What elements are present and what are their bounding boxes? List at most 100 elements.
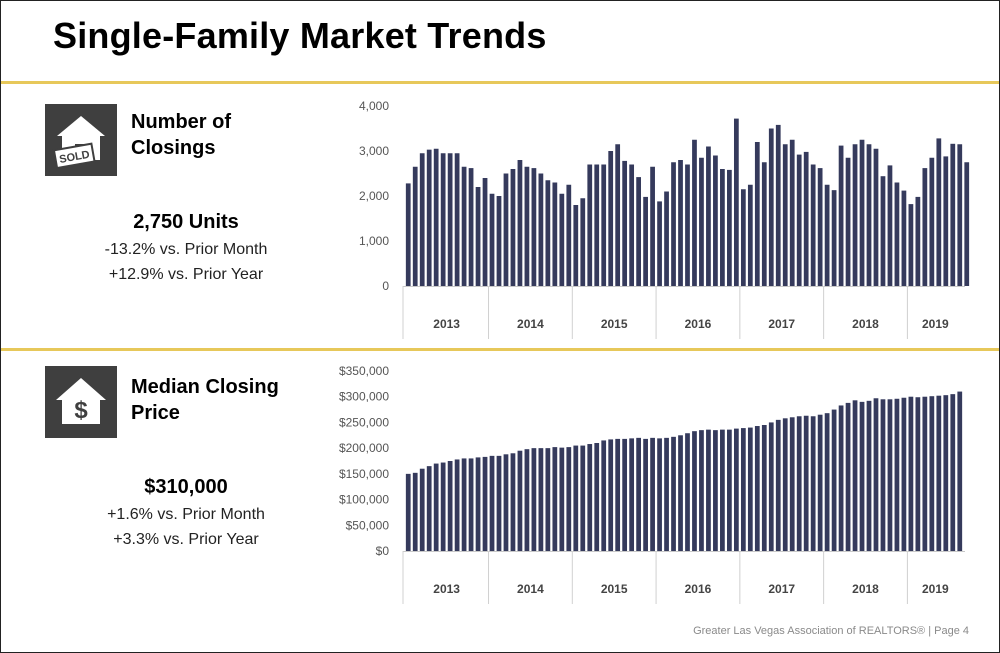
bar xyxy=(880,399,886,551)
bar xyxy=(524,449,530,551)
footer: Greater Las Vegas Association of REALTOR… xyxy=(693,625,969,637)
bar xyxy=(566,447,572,551)
bar xyxy=(733,118,739,286)
bar xyxy=(503,173,509,286)
bar xyxy=(859,139,865,286)
x-tick-label: 2019 xyxy=(922,582,949,596)
bar xyxy=(866,144,872,286)
bar xyxy=(950,143,956,286)
price-year-change: +3.3% vs. Prior Year xyxy=(113,531,259,548)
x-tick-label: 2016 xyxy=(685,582,712,596)
bar xyxy=(615,144,621,286)
bar xyxy=(789,417,795,551)
bar xyxy=(796,154,802,286)
closings-year-change: +12.9% vs. Prior Year xyxy=(108,266,264,283)
bar xyxy=(908,396,914,551)
bar xyxy=(747,427,753,551)
bar xyxy=(873,148,879,286)
bar xyxy=(929,396,935,551)
bar xyxy=(664,191,669,286)
x-tick-label: 2018 xyxy=(852,317,879,331)
price-title: Median Closing Price xyxy=(131,374,279,426)
bar xyxy=(824,184,830,286)
bar xyxy=(657,201,662,286)
bar xyxy=(775,124,781,287)
bar xyxy=(922,168,928,286)
x-tick-label: 2016 xyxy=(685,317,712,331)
bar xyxy=(699,157,704,286)
bar xyxy=(594,164,600,286)
x-tick-label: 2014 xyxy=(517,317,544,331)
bar xyxy=(552,182,558,286)
bar xyxy=(796,416,802,551)
bar xyxy=(580,198,586,286)
bar xyxy=(936,395,942,551)
bar xyxy=(838,405,844,551)
bar xyxy=(636,437,641,551)
bar xyxy=(643,196,648,286)
bar xyxy=(859,401,865,551)
bar xyxy=(482,178,488,286)
x-tick-label: 2015 xyxy=(601,317,628,331)
bar xyxy=(489,193,495,286)
bar xyxy=(433,463,439,551)
bar xyxy=(929,157,935,286)
y-tick-label: 0 xyxy=(382,279,389,293)
bar xyxy=(433,148,439,286)
x-tick-label: 2019 xyxy=(922,317,949,331)
bar xyxy=(587,164,593,286)
top-divider xyxy=(1,81,999,84)
bar xyxy=(727,169,732,286)
bar xyxy=(657,438,662,551)
bar xyxy=(810,164,816,286)
closings-month-change: -13.2% vs. Prior Month xyxy=(104,241,268,258)
closings-title-line1: Number of xyxy=(131,111,231,133)
bar xyxy=(608,151,614,286)
bar xyxy=(405,473,411,551)
bar xyxy=(901,397,907,551)
price-stat: $310,000 xyxy=(144,476,228,498)
bar xyxy=(489,455,495,551)
bar xyxy=(671,162,676,286)
bar xyxy=(720,169,725,286)
bar xyxy=(727,429,732,551)
bar xyxy=(775,419,781,551)
bar xyxy=(573,205,579,286)
bar xyxy=(824,413,830,551)
closings-title: Number of Closings xyxy=(131,109,231,161)
bar xyxy=(426,466,432,551)
y-tick-label: $250,000 xyxy=(339,415,389,429)
bar xyxy=(685,164,690,286)
bar xyxy=(412,472,418,551)
x-tick-label: 2014 xyxy=(517,582,544,596)
svg-text:SOLD: SOLD xyxy=(58,149,90,166)
svg-text:$: $ xyxy=(74,397,88,424)
bar xyxy=(545,180,551,286)
bar xyxy=(754,142,760,286)
bar xyxy=(440,153,446,286)
bar xyxy=(552,447,558,551)
bar xyxy=(880,176,886,286)
x-tick-label: 2017 xyxy=(768,317,795,331)
bar xyxy=(957,391,963,551)
bar xyxy=(573,445,579,551)
bar xyxy=(678,435,683,551)
bar xyxy=(754,426,760,551)
y-tick-label: $150,000 xyxy=(339,467,389,481)
bar xyxy=(699,430,704,551)
price-month-change: +1.6% vs. Prior Month xyxy=(107,506,265,523)
bar xyxy=(580,445,586,551)
bar xyxy=(692,431,697,551)
page-title: Single-Family Market Trends xyxy=(53,15,547,56)
bar xyxy=(517,450,523,551)
x-tick-label: 2017 xyxy=(768,582,795,596)
bar xyxy=(426,149,432,286)
dollar-house-icon: $ xyxy=(45,366,117,438)
sold-house-icon: SOLD xyxy=(45,104,117,176)
bar xyxy=(475,187,481,286)
bar xyxy=(601,440,607,551)
bar xyxy=(615,438,621,551)
bar xyxy=(454,459,460,551)
bar xyxy=(803,151,809,286)
bar xyxy=(887,399,893,551)
